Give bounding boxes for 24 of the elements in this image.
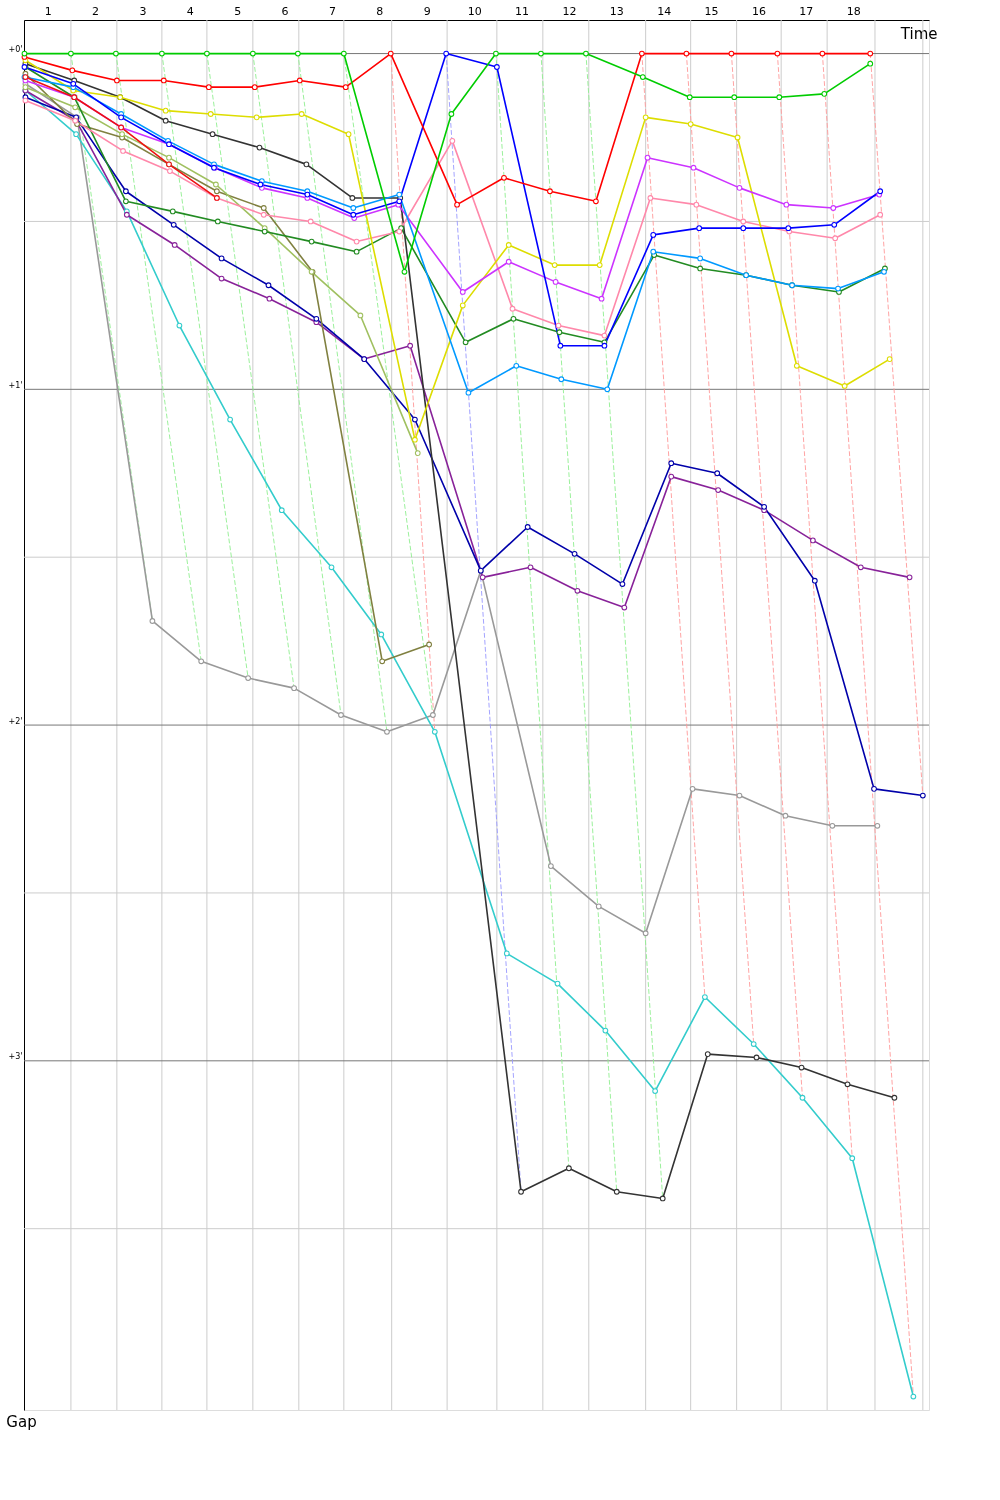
x-tick-label: 6: [281, 4, 289, 18]
y-tick-label: +3': [8, 1052, 23, 1062]
y-tick-label: +1': [8, 380, 23, 390]
x-tick-label: 2: [92, 4, 100, 18]
x-tick-label: 18: [846, 4, 861, 18]
y-tick-label: +0': [8, 45, 23, 55]
x-tick-label: 3: [139, 4, 147, 18]
x-tick-label: 12: [562, 4, 577, 18]
x-tick-label: 17: [799, 4, 814, 18]
x-axis-title: Time: [899, 24, 938, 43]
x-tick-label: 5: [234, 4, 242, 18]
x-tick-label: 10: [467, 4, 482, 18]
x-tick-label: 16: [751, 4, 766, 18]
y-axis-title: Gap: [6, 1412, 37, 1431]
x-tick-label: 4: [186, 4, 194, 18]
x-tick-label: 7: [328, 4, 336, 18]
y-tick-label: +2': [8, 716, 23, 726]
x-tick-label: 9: [423, 4, 431, 18]
x-tick-label: 14: [657, 4, 672, 18]
x-tick-label: 8: [376, 4, 384, 18]
x-tick-label: 15: [704, 4, 719, 18]
x-tick-label: 11: [515, 4, 530, 18]
x-tick-label: 13: [609, 4, 624, 18]
x-tick-label: 1: [44, 4, 52, 18]
